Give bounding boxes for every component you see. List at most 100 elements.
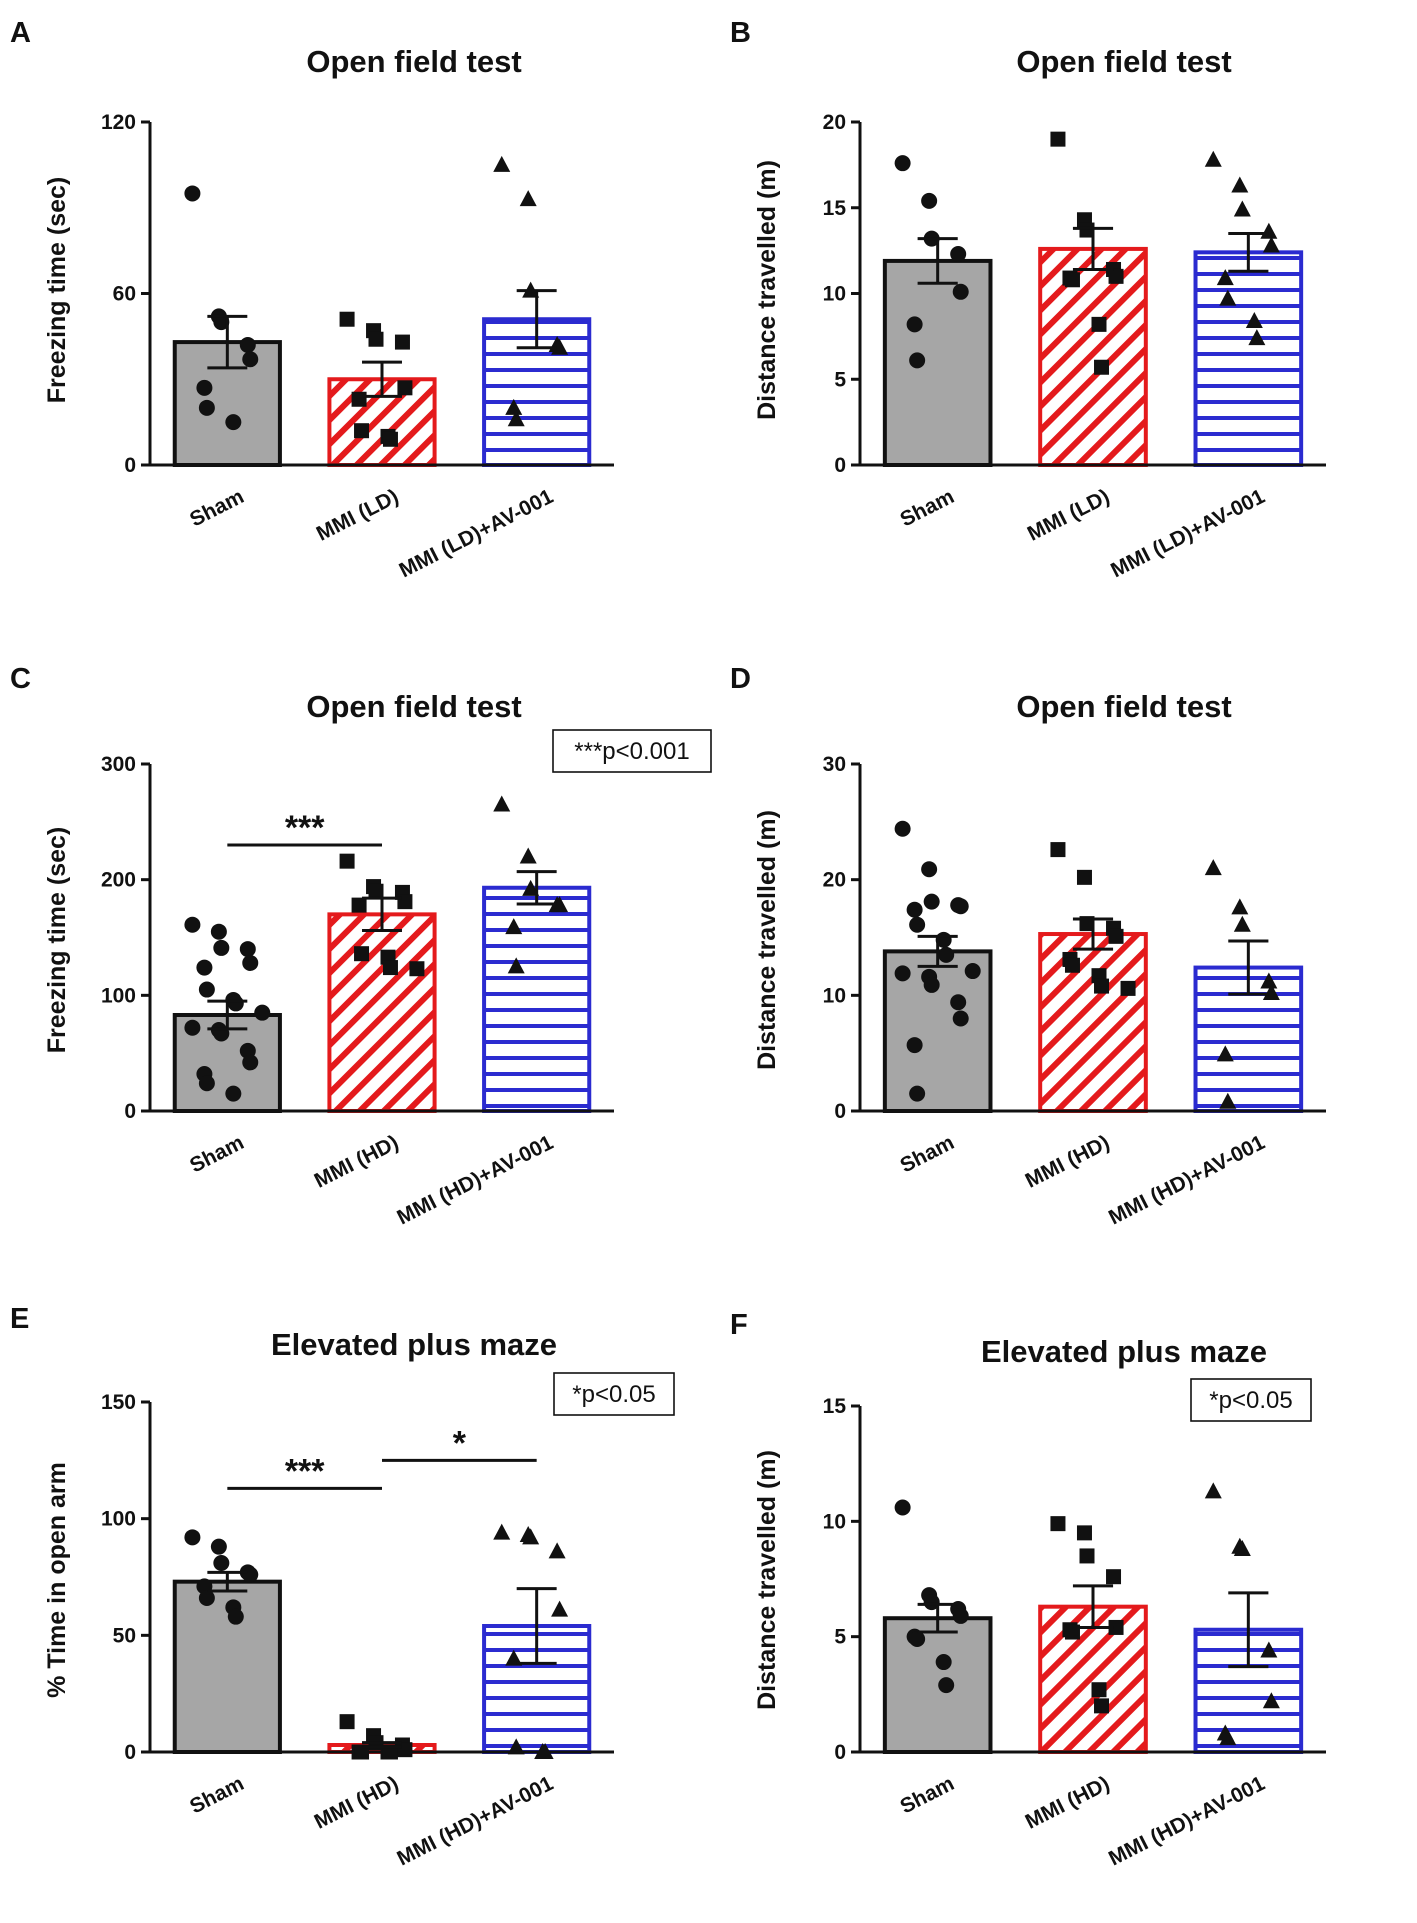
data-point <box>1108 1619 1124 1635</box>
data-point <box>225 414 242 431</box>
data-point <box>210 923 227 940</box>
data-point <box>952 283 969 300</box>
y-tick-label: 15 <box>823 1395 847 1418</box>
p-value-text-c: ***p<0.001 <box>574 738 689 765</box>
x-category-label: MMI (LD)+AV-001 <box>1107 485 1269 583</box>
data-point <box>909 1630 926 1647</box>
y-axis-label-a: Freezing time (sec) <box>43 177 71 403</box>
data-point <box>397 894 413 910</box>
data-point <box>1204 150 1222 167</box>
y-axis-label-e: % Time in open arm <box>43 1462 71 1698</box>
data-point <box>1064 272 1080 288</box>
data-point <box>906 1037 923 1054</box>
data-point <box>196 379 213 396</box>
x-category-label: MMI (LD) <box>313 485 402 546</box>
x-category-label: MMI (HD) <box>1022 1772 1114 1834</box>
data-point <box>242 351 259 368</box>
y-tick-label: 5 <box>834 1626 846 1649</box>
data-point <box>909 916 926 933</box>
data-point <box>938 1677 955 1694</box>
data-point <box>551 1600 569 1617</box>
x-category-label: Sham <box>186 485 247 531</box>
data-point <box>213 939 230 956</box>
panel-label-f: F <box>730 1309 748 1341</box>
data-point <box>397 380 413 396</box>
data-point <box>339 1714 355 1730</box>
data-point <box>1106 1569 1122 1585</box>
p-value-text-f: *p<0.05 <box>1209 1387 1292 1414</box>
data-point <box>198 1590 215 1606</box>
data-point <box>1260 1641 1278 1658</box>
data-point <box>354 423 370 439</box>
data-point <box>909 1085 926 1102</box>
y-tick-label: 0 <box>834 1741 846 1764</box>
bar-1 <box>882 1616 993 1755</box>
y-tick-label: 15 <box>823 197 847 220</box>
data-point <box>923 976 940 993</box>
x-category-label: Sham <box>186 1131 247 1177</box>
chart-a: 0 60 120 Sham MMI (LD)MMI (LD)+AV-001 <box>101 111 614 582</box>
data-point <box>938 946 955 963</box>
p-value-box-e <box>553 1372 675 1416</box>
data-point <box>493 795 511 812</box>
x-category-label: Sham <box>186 1772 247 1818</box>
data-point <box>1262 984 1280 1001</box>
data-point <box>1219 1092 1237 1109</box>
y-tick-label: 20 <box>823 111 846 134</box>
data-point <box>351 897 367 913</box>
data-point <box>184 185 201 202</box>
data-point <box>950 246 967 263</box>
panel-b: B Open field test Distance travelled (m)… <box>730 17 1326 582</box>
y-tick-label: 5 <box>834 368 846 391</box>
y-axis-label-b: Distance travelled (m) <box>753 160 781 420</box>
data-point <box>339 311 355 327</box>
y-tick-label: 100 <box>101 984 136 1007</box>
chart-title-b: Open field test <box>1016 44 1231 79</box>
y-tick-label: 60 <box>113 283 136 306</box>
data-point <box>1262 236 1280 253</box>
data-point <box>1094 1698 1110 1714</box>
data-point <box>1079 1548 1095 1564</box>
bar-2 <box>1038 246 1148 467</box>
data-point <box>522 879 540 896</box>
data-point <box>198 1075 215 1092</box>
data-point <box>909 352 926 369</box>
data-point <box>213 1555 230 1571</box>
y-tick-label: 200 <box>101 869 136 892</box>
data-point <box>339 853 355 869</box>
chart-b: 0 5 10 15 20 Sham MMI (LD)MMI (LD)+AV-001 <box>823 111 1326 582</box>
data-point <box>1260 222 1278 239</box>
data-point <box>1245 311 1263 328</box>
y-axis-label-f: Distance travelled (m) <box>753 1450 781 1710</box>
x-category-label: MMI (HD)+AV-001 <box>393 1772 557 1871</box>
y-tick-label: 10 <box>823 1510 846 1533</box>
data-point <box>952 1607 969 1624</box>
data-point <box>198 981 215 998</box>
significance-stars: *** <box>285 809 325 847</box>
chart-title-f: Elevated plus maze <box>981 1334 1267 1369</box>
data-point <box>242 1054 259 1071</box>
y-axis-label-d: Distance travelled (m) <box>753 810 781 1070</box>
data-point <box>1231 898 1249 915</box>
data-point <box>1204 1482 1222 1499</box>
y-tick-label: 10 <box>823 984 846 1007</box>
data-point <box>1216 269 1234 286</box>
y-tick-label: 30 <box>823 753 846 776</box>
x-category-label: Sham <box>897 1772 958 1818</box>
data-point <box>519 847 537 864</box>
data-point <box>1094 978 1110 994</box>
data-point <box>894 155 911 172</box>
data-point <box>505 1649 523 1666</box>
data-point <box>1248 329 1266 346</box>
data-point <box>184 916 201 933</box>
data-point <box>1231 176 1249 193</box>
y-tick-label: 100 <box>101 1508 136 1531</box>
data-point <box>227 995 244 1012</box>
data-point <box>196 959 213 976</box>
bar-2 <box>1038 932 1148 1114</box>
data-point <box>1076 869 1092 885</box>
data-point <box>551 896 569 913</box>
data-point <box>227 1608 244 1625</box>
